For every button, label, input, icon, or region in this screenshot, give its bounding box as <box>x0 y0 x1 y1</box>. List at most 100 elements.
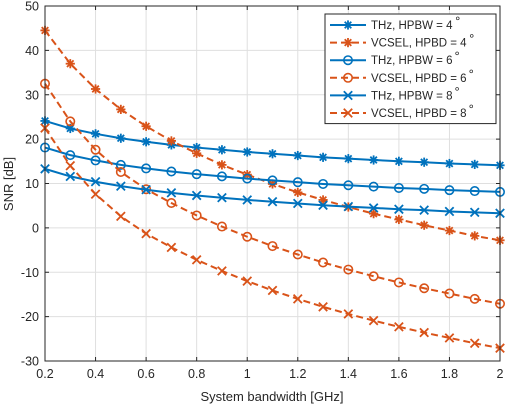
data-point <box>470 159 480 170</box>
data-point <box>216 221 227 232</box>
marker-stroke <box>444 333 455 343</box>
data-point <box>166 136 176 146</box>
data-point <box>192 148 202 158</box>
x-axis-label: System bandwidth [GHz] <box>200 389 343 404</box>
data-point <box>90 84 101 94</box>
data-point <box>444 158 455 169</box>
data-point <box>141 228 151 239</box>
x-tick-label: 0.4 <box>87 367 104 381</box>
y-tick-label: -30 <box>21 355 39 369</box>
marker-stroke <box>90 176 101 187</box>
marker-stroke <box>368 315 379 326</box>
data-point <box>292 198 303 209</box>
marker-circle <box>166 198 177 209</box>
data-point <box>419 205 430 215</box>
legend-label: VCSEL, HPBD = 6 <box>371 73 467 85</box>
marker-stroke <box>66 59 75 68</box>
marker-stroke <box>243 148 252 156</box>
marker-circle <box>444 185 455 196</box>
data-point <box>419 220 429 230</box>
data-point <box>369 155 379 165</box>
data-point <box>419 157 429 167</box>
legend-degree-symbol: ∘ <box>453 48 460 60</box>
marker-stroke <box>318 302 328 312</box>
data-point <box>292 177 303 188</box>
data-point <box>469 338 480 349</box>
marker-circle <box>166 166 177 177</box>
data-point <box>267 149 278 159</box>
data-point <box>90 176 101 187</box>
data-point <box>343 201 354 212</box>
legend-degree-symbol: ∘ <box>468 66 475 78</box>
marker-stroke <box>116 105 125 114</box>
data-point <box>116 133 126 143</box>
legend: THz, HPBW = 4∘VCSEL, HPBD = 4∘THz, HPBW … <box>324 13 497 125</box>
marker-stroke <box>90 189 101 199</box>
data-point <box>368 203 379 213</box>
data-point <box>394 156 404 166</box>
marker-circle <box>216 221 227 232</box>
marker-stroke <box>444 206 455 217</box>
marker-stroke <box>66 124 75 133</box>
marker-circle <box>419 283 430 294</box>
marker-stroke <box>293 151 302 160</box>
marker-stroke <box>91 85 100 93</box>
data-point <box>293 150 303 161</box>
marker-circle <box>393 182 404 193</box>
marker-circle <box>419 183 430 194</box>
data-point <box>115 159 126 170</box>
legend-marker <box>343 38 353 48</box>
data-point <box>191 190 202 201</box>
legend-label: VCSEL, HPBD = 8 <box>371 108 467 120</box>
data-point <box>419 183 430 194</box>
data-point <box>115 211 126 222</box>
data-point <box>65 150 76 161</box>
marker-circle <box>343 264 354 275</box>
marker-stroke <box>191 190 202 201</box>
marker-stroke <box>343 201 354 212</box>
legend-marker <box>342 72 353 83</box>
x-tick-label: 1.8 <box>441 367 458 381</box>
marker-circle <box>318 178 329 189</box>
marker-stroke <box>267 196 278 207</box>
data-point <box>267 196 278 207</box>
data-point <box>444 333 455 343</box>
marker-circle <box>342 55 353 66</box>
y-tick-label: -20 <box>21 310 39 324</box>
data-point <box>469 207 480 218</box>
marker-circle <box>368 181 379 192</box>
data-point <box>470 231 480 241</box>
marker-stroke <box>292 294 303 304</box>
marker-circle <box>267 241 278 252</box>
x-tick-label: 1.2 <box>289 367 306 381</box>
marker-stroke <box>343 108 353 118</box>
marker-stroke <box>142 137 151 146</box>
data-point <box>217 192 227 203</box>
data-point <box>141 184 151 195</box>
y-tick-label: 20 <box>25 133 39 147</box>
marker-stroke <box>369 156 378 164</box>
data-point <box>394 321 404 332</box>
data-point <box>292 294 303 304</box>
data-point <box>393 182 404 193</box>
legend-label: THz, HPBW = 8 <box>371 90 452 102</box>
y-axis-label: SNR [dB] <box>1 157 16 211</box>
data-point <box>65 123 75 134</box>
marker-stroke <box>91 129 100 138</box>
data-point <box>65 171 76 182</box>
marker-circle <box>115 166 126 177</box>
marker-stroke <box>218 160 226 169</box>
data-point <box>318 152 328 162</box>
data-point <box>242 173 253 184</box>
marker-stroke <box>368 203 379 213</box>
marker-circle <box>343 180 354 191</box>
marker-circle <box>342 72 353 83</box>
marker-stroke <box>445 159 454 168</box>
data-point <box>242 276 253 286</box>
data-point <box>394 204 404 215</box>
marker-circle <box>393 277 404 288</box>
marker-stroke <box>192 149 201 158</box>
data-point <box>115 181 126 191</box>
marker-circle <box>267 175 278 186</box>
marker-stroke <box>65 171 76 182</box>
